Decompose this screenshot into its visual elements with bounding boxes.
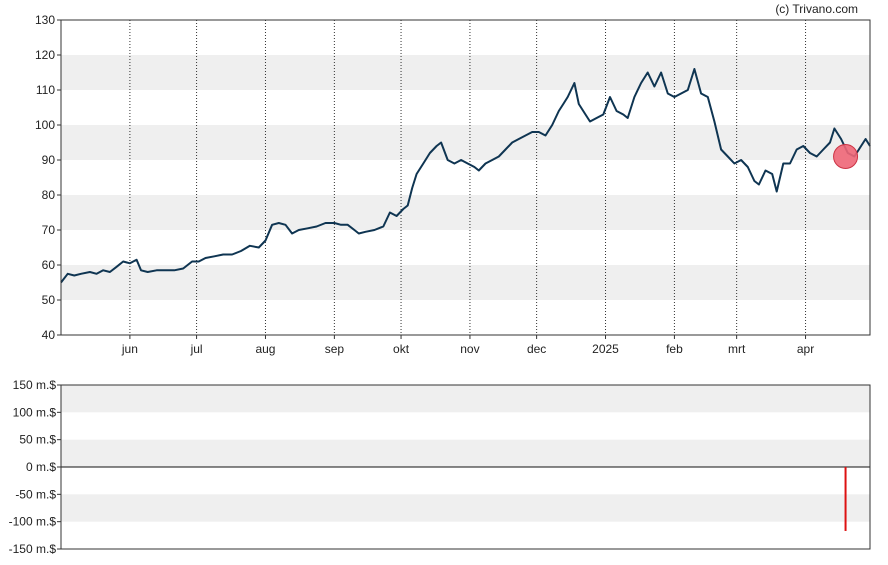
x-tick-label: dec bbox=[527, 342, 546, 356]
y-tick-label: 90 bbox=[42, 153, 56, 167]
x-tick-label: jun bbox=[121, 342, 138, 356]
flow-plot-frame bbox=[60, 384, 871, 550]
x-tick-label: okt bbox=[393, 342, 410, 356]
y-tick-label: 0 m.$ bbox=[26, 460, 56, 474]
grid-band bbox=[61, 494, 870, 522]
x-tick-label: apr bbox=[797, 342, 814, 356]
y-tick-label: 40 bbox=[42, 328, 56, 342]
flow-chart: 150 m.$ 100 m.$ 50 m.$ 0 m.$ -50 m.$ -100 m.$… bbox=[9, 378, 871, 556]
y-tick-label: 50 bbox=[42, 293, 56, 307]
y-tick-label: 100 m.$ bbox=[13, 405, 57, 419]
x-tick-label: feb bbox=[666, 342, 683, 356]
x-tick-label: jul bbox=[190, 342, 203, 356]
y-tick-label: 100 bbox=[35, 118, 55, 132]
price-marker bbox=[833, 144, 859, 169]
grid-band bbox=[61, 385, 870, 413]
y-tick-label: 150 m.$ bbox=[13, 378, 57, 392]
x-tick-label: 2025 bbox=[592, 342, 619, 356]
y-tick-label: 50 m.$ bbox=[19, 433, 56, 447]
y-tick-label: 60 bbox=[42, 258, 56, 272]
y-tick-label: 70 bbox=[42, 223, 56, 237]
y-tick-label: -50 m.$ bbox=[15, 487, 56, 501]
grid-band bbox=[61, 265, 870, 300]
y-tick-label: 120 bbox=[35, 48, 55, 62]
price-line bbox=[60, 68, 871, 284]
price-plot-frame bbox=[60, 19, 871, 336]
credit-label: (c) Trivano.com bbox=[775, 2, 858, 16]
x-tick-label: mrt bbox=[728, 342, 746, 356]
y-tick-label: 130 bbox=[35, 13, 55, 27]
y-tick-label: -100 m.$ bbox=[9, 515, 57, 529]
price-chart: jun jul aug sep okt nov dec 2025 feb mrt apr 40 50 60… bbox=[35, 13, 871, 356]
y-tick-label: -150 m.$ bbox=[9, 542, 57, 556]
x-tick-label: aug bbox=[255, 342, 275, 356]
x-tick-label: nov bbox=[460, 342, 479, 356]
grid-band bbox=[61, 439, 870, 467]
grid-band bbox=[61, 195, 870, 230]
grid-band bbox=[61, 55, 870, 90]
grid-band bbox=[61, 125, 870, 160]
y-tick-label: 110 bbox=[36, 83, 55, 97]
y-tick-label: 80 bbox=[42, 188, 56, 202]
x-tick-label: sep bbox=[325, 342, 345, 356]
